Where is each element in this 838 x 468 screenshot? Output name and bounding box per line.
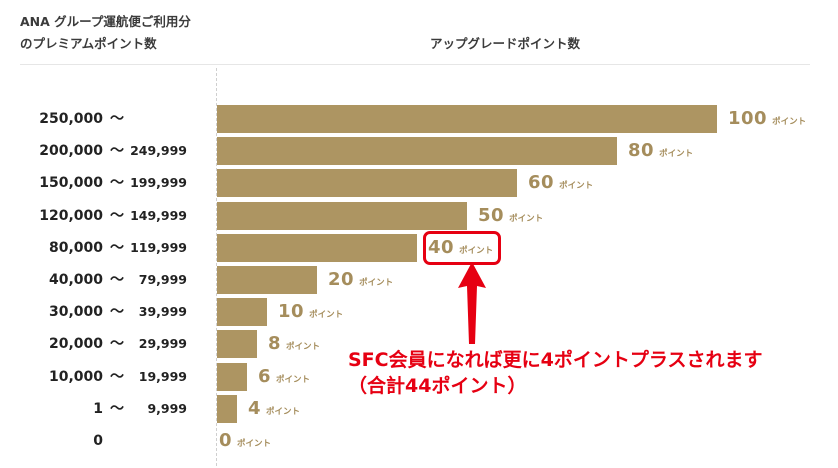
row-label: 0 bbox=[0, 427, 200, 455]
header-divider bbox=[20, 64, 810, 65]
bar bbox=[217, 330, 257, 358]
annotation-line2: （合計44ポイント） bbox=[348, 375, 527, 397]
value-label: 40 ポイント bbox=[428, 234, 493, 262]
value-number: 100 bbox=[728, 108, 768, 129]
row-min-value: 1 bbox=[93, 401, 103, 417]
value-label: 80 ポイント bbox=[628, 137, 693, 165]
value-unit: ポイント bbox=[509, 214, 544, 224]
value-number: 4 bbox=[248, 398, 262, 419]
row-max-value: 9,999 bbox=[147, 401, 187, 416]
row-min-value: 150,000 bbox=[39, 175, 103, 191]
bar bbox=[217, 169, 517, 197]
row-max-value: 19,999 bbox=[138, 369, 187, 384]
value-unit: ポイント bbox=[309, 310, 344, 320]
value-unit: ポイント bbox=[659, 149, 694, 159]
value-unit: ポイント bbox=[286, 342, 321, 352]
row-max-value: 29,999 bbox=[138, 336, 187, 351]
row-tilde: 〜 bbox=[110, 208, 124, 224]
row-max-value: 119,999 bbox=[130, 240, 187, 255]
bar bbox=[217, 137, 617, 165]
row-label: 20,000 〜 29,999 bbox=[0, 330, 200, 358]
row-min-value: 0 bbox=[93, 433, 103, 449]
row-tilde: 〜 bbox=[110, 304, 124, 320]
value-label: 0 ポイント bbox=[219, 427, 271, 455]
value-number: 50 bbox=[478, 205, 505, 226]
value-number: 80 bbox=[628, 140, 655, 161]
row-max-value: 79,999 bbox=[138, 272, 187, 287]
row-max-value: 199,999 bbox=[130, 175, 187, 190]
row-tilde: 〜 bbox=[110, 369, 124, 385]
bar bbox=[217, 202, 467, 230]
row-tilde: 〜 bbox=[110, 336, 124, 352]
value-label: 6 ポイント bbox=[258, 363, 310, 391]
value-unit: ポイント bbox=[266, 407, 301, 417]
annotation-line1: SFC会員になれば更に4ポイントプラスされます bbox=[348, 349, 763, 371]
value-number: 6 bbox=[258, 366, 272, 387]
row-min-value: 250,000 bbox=[39, 111, 103, 127]
header-right: アップグレードポイント数 bbox=[430, 36, 581, 51]
value-label: 4 ポイント bbox=[248, 395, 300, 423]
value-number: 20 bbox=[328, 269, 355, 290]
value-unit: ポイント bbox=[559, 181, 594, 191]
row-min-value: 30,000 bbox=[48, 304, 103, 320]
value-number: 0 bbox=[219, 430, 233, 451]
row-min-value: 200,000 bbox=[39, 143, 103, 159]
axis-line bbox=[216, 68, 217, 466]
bar bbox=[217, 363, 247, 391]
row-min-value: 80,000 bbox=[48, 240, 103, 256]
row-label: 200,000 〜 249,999 bbox=[0, 137, 200, 165]
row-min-value: 20,000 bbox=[48, 336, 103, 352]
value-unit: ポイント bbox=[459, 246, 494, 256]
row-min-value: 40,000 bbox=[48, 272, 103, 288]
value-label: 60 ポイント bbox=[528, 169, 593, 197]
value-number: 10 bbox=[278, 301, 305, 322]
value-number: 40 bbox=[428, 237, 455, 258]
row-tilde: 〜 bbox=[110, 175, 124, 191]
value-label: 50 ポイント bbox=[478, 202, 543, 230]
arrow-up-icon bbox=[458, 262, 486, 344]
value-label: 100 ポイント bbox=[728, 105, 806, 133]
row-tilde: 〜 bbox=[110, 143, 124, 159]
row-max-value: 149,999 bbox=[130, 208, 187, 223]
value-unit: ポイント bbox=[237, 439, 272, 449]
row-tilde: 〜 bbox=[110, 240, 124, 256]
row-max-value: 39,999 bbox=[138, 304, 187, 319]
value-unit: ポイント bbox=[359, 278, 394, 288]
bar bbox=[217, 234, 417, 262]
row-label: 30,000 〜 39,999 bbox=[0, 298, 200, 326]
bar bbox=[217, 266, 317, 294]
header-left-line1: ANA グループ運航便ご利用分 bbox=[20, 14, 191, 29]
row-label: 1 〜 9,999 bbox=[0, 395, 200, 423]
value-label: 10 ポイント bbox=[278, 298, 343, 326]
row-min-value: 10,000 bbox=[48, 369, 103, 385]
bar bbox=[217, 395, 237, 423]
highlight-box bbox=[423, 231, 501, 265]
value-label: 20 ポイント bbox=[328, 266, 393, 294]
value-unit: ポイント bbox=[276, 375, 311, 385]
value-number: 8 bbox=[268, 333, 282, 354]
value-label: 8 ポイント bbox=[268, 330, 320, 358]
row-label: 40,000 〜 79,999 bbox=[0, 266, 200, 294]
bar bbox=[217, 298, 267, 326]
row-label: 150,000 〜 199,999 bbox=[0, 169, 200, 197]
row-max-value: 249,999 bbox=[130, 143, 187, 158]
row-tilde: 〜 bbox=[110, 272, 124, 288]
row-min-value: 120,000 bbox=[39, 208, 103, 224]
bar bbox=[217, 105, 717, 133]
annotation: SFC会員になれば更に4ポイントプラスされます （合計44ポイント） bbox=[348, 347, 836, 399]
row-tilde: 〜 bbox=[110, 111, 124, 127]
header-left: ANA グループ運航便ご利用分 のプレミアムポイント数 bbox=[20, 11, 280, 55]
header-left-line2: のプレミアムポイント数 bbox=[20, 36, 157, 51]
row-label: 120,000 〜 149,999 bbox=[0, 202, 200, 230]
value-unit: ポイント bbox=[772, 117, 807, 127]
row-tilde: 〜 bbox=[110, 401, 124, 417]
row-label: 80,000 〜 119,999 bbox=[0, 234, 200, 262]
row-label: 250,000 〜 bbox=[0, 105, 200, 133]
value-number: 60 bbox=[528, 172, 555, 193]
row-label: 10,000 〜 19,999 bbox=[0, 363, 200, 391]
